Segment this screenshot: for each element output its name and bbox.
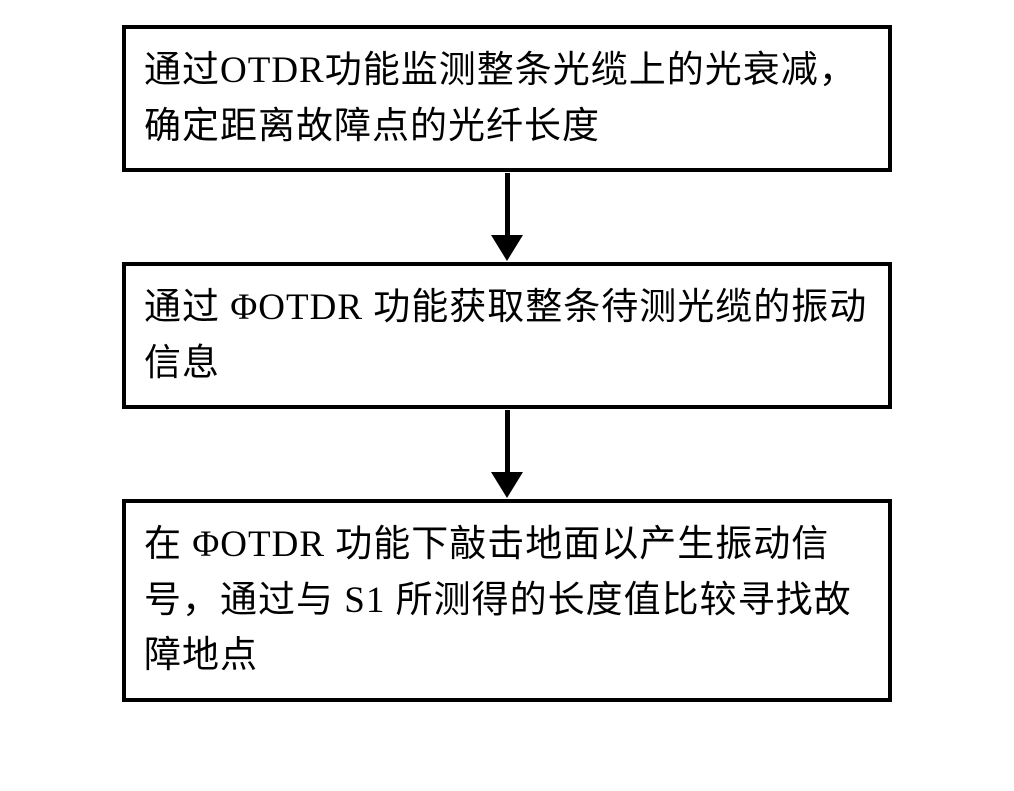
step-3-text: 在 ΦOTDR 功能下敲击地面以产生振动信号，通过与 S1 所测得的长度值比较寻…	[144, 517, 870, 684]
step-1-text: 通过OTDR功能监测整条光缆上的光衰减，确定距离故障点的光纤长度	[144, 43, 870, 154]
arrow-head-icon	[491, 472, 523, 498]
flowchart-step-1: 通过OTDR功能监测整条光缆上的光衰减，确定距离故障点的光纤长度	[122, 25, 892, 172]
arrow-2	[491, 409, 523, 499]
arrow-head-icon	[491, 235, 523, 261]
step-2-text: 通过 ΦOTDR 功能获取整条待测光缆的振动信息	[144, 280, 870, 391]
flowchart-step-3: 在 ΦOTDR 功能下敲击地面以产生振动信号，通过与 S1 所测得的长度值比较寻…	[122, 499, 892, 702]
arrow-line	[505, 410, 510, 472]
arrow-line	[505, 173, 510, 235]
flowchart-step-2: 通过 ΦOTDR 功能获取整条待测光缆的振动信息	[122, 262, 892, 409]
flowchart-container: 通过OTDR功能监测整条光缆上的光衰减，确定距离故障点的光纤长度 通过 ΦOTD…	[122, 25, 892, 702]
arrow-1	[491, 172, 523, 262]
